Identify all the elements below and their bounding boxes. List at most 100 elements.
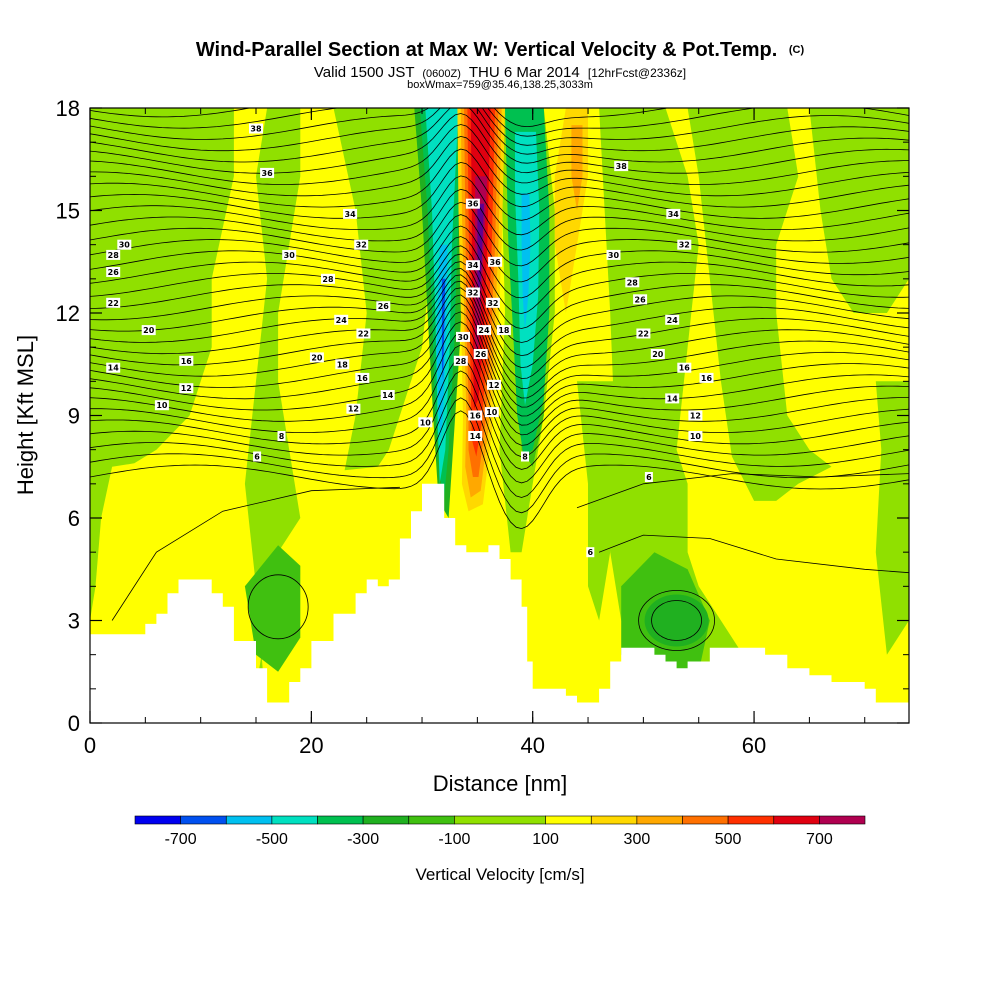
downdraft-moderate-2 bbox=[244, 545, 301, 672]
contour-label-box bbox=[465, 260, 480, 271]
theta-contour-30 bbox=[90, 108, 909, 164]
theta-contour-low-2 bbox=[598, 534, 909, 574]
colorbar-swatch bbox=[271, 815, 318, 825]
theta-contour-38 bbox=[90, 253, 909, 343]
contour-label: 16 bbox=[357, 374, 369, 383]
colorbar-swatch bbox=[362, 815, 410, 825]
theta-contour-10 bbox=[90, 225, 909, 299]
contour-label: 20 bbox=[311, 353, 323, 362]
theta-contour-34 bbox=[90, 267, 909, 369]
contour-label-box bbox=[106, 267, 121, 277]
downdraft-band-7 bbox=[809, 108, 909, 313]
contour-label: 10 bbox=[486, 408, 498, 417]
contour-label: 32 bbox=[356, 241, 367, 250]
contour-label-box bbox=[465, 287, 480, 298]
contour-label-box bbox=[260, 167, 275, 178]
contour-label: 20 bbox=[143, 326, 155, 335]
theta-contour-cell-outer bbox=[638, 590, 715, 651]
contour-label: 32 bbox=[467, 289, 478, 298]
theta-contour-20 bbox=[90, 161, 909, 221]
contour-label: 28 bbox=[627, 278, 639, 287]
x-axis-label: Distance [nm] bbox=[433, 771, 568, 796]
contour-label: 14 bbox=[470, 432, 482, 441]
contour-label-box bbox=[477, 325, 491, 336]
svg-text:Wind-Parallel Section at Max W: Wind-Parallel Section at Max W: Vertical… bbox=[196, 39, 805, 61]
contour-label: 34 bbox=[668, 210, 680, 219]
theta-contour-18 bbox=[90, 332, 909, 446]
contour-label: 36 bbox=[467, 200, 479, 209]
contour-label: 14 bbox=[108, 364, 120, 373]
colorbar-swatch bbox=[454, 815, 546, 825]
contour-label-box bbox=[380, 390, 395, 400]
x-tick-label: 0 bbox=[84, 733, 96, 758]
contour-label: 6 bbox=[646, 473, 652, 482]
theta-contour-6 bbox=[90, 245, 909, 329]
theta-contour-18 bbox=[90, 175, 909, 236]
contour-label-box bbox=[343, 208, 358, 219]
contour-label: 24 bbox=[478, 326, 490, 335]
forecast-info: [12hrFcst@2336z] bbox=[588, 66, 686, 80]
colorbar-label: 700 bbox=[806, 831, 833, 848]
contour-label-box bbox=[282, 249, 297, 260]
contour-label-box bbox=[335, 359, 350, 370]
theta-contour-38 bbox=[90, 108, 909, 128]
contour-label-box bbox=[346, 403, 361, 414]
theta-contour-24 bbox=[90, 135, 909, 197]
colorbar-swatch bbox=[408, 815, 455, 825]
theta-contour-22 bbox=[90, 311, 909, 426]
contour-label: 8 bbox=[279, 432, 285, 441]
colorbar-swatch bbox=[180, 815, 227, 825]
contour-label-box bbox=[418, 417, 433, 428]
colorbar: -700 -500 -300 -100 100 300 500 700 bbox=[134, 815, 866, 848]
theta-contour-8 bbox=[90, 236, 909, 314]
contour-label: 32 bbox=[679, 241, 690, 250]
contour-label-box bbox=[106, 362, 121, 373]
contour-label: 6 bbox=[254, 453, 260, 462]
contour-label-box bbox=[334, 314, 349, 325]
contour-label-box bbox=[485, 297, 500, 308]
contour-label: 26 bbox=[635, 295, 647, 304]
x-tick-label: 60 bbox=[742, 733, 766, 758]
contour-label: 24 bbox=[667, 316, 679, 325]
box-wmax-info: boxWmax=759@35.46,138.25,3033m bbox=[407, 79, 593, 91]
theta-contour-34 bbox=[90, 108, 909, 146]
contour-label: 10 bbox=[690, 432, 702, 441]
theta-contour-32 bbox=[90, 274, 909, 379]
contour-label-box bbox=[665, 314, 680, 325]
contour-label: 30 bbox=[119, 241, 131, 250]
contour-label-box bbox=[106, 297, 121, 308]
contour-label: 34 bbox=[467, 261, 479, 270]
colorbar-swatch bbox=[545, 815, 592, 825]
theta-contour-14 bbox=[90, 201, 909, 267]
theta-contour-10 bbox=[90, 383, 909, 498]
contour-label: 22 bbox=[358, 330, 369, 339]
colorbar-swatch bbox=[682, 815, 729, 825]
downdraft-plume-layer-5 bbox=[441, 278, 446, 382]
contour-label: 38 bbox=[616, 162, 628, 171]
contour-label: 16 bbox=[701, 374, 713, 383]
contour-label-box bbox=[636, 328, 651, 339]
colorbar-swatch bbox=[819, 815, 866, 825]
y-tick-label: 6 bbox=[68, 506, 80, 531]
contour-label-box bbox=[321, 273, 335, 284]
colorbar-label: -300 bbox=[347, 831, 379, 848]
contour-label: 36 bbox=[262, 169, 274, 178]
contour-label-box bbox=[606, 249, 621, 260]
theta-contour-low-1 bbox=[111, 486, 400, 621]
contour-label: 18 bbox=[498, 326, 510, 335]
theta-contour-28 bbox=[90, 287, 909, 399]
contour-label: 8 bbox=[522, 453, 528, 462]
contour-label-box bbox=[633, 294, 648, 305]
colorbar-swatch bbox=[727, 815, 774, 825]
contour-label-box bbox=[688, 410, 703, 421]
y-tick-label: 3 bbox=[68, 609, 80, 634]
contour-label: 12 bbox=[181, 384, 192, 393]
contour-label-box bbox=[488, 256, 503, 267]
colorbar-label: -700 bbox=[165, 831, 197, 848]
contour-label: 30 bbox=[457, 333, 469, 342]
theta-contour-28 bbox=[90, 113, 909, 174]
colorbar-label: 300 bbox=[624, 831, 651, 848]
contour-label-box bbox=[253, 451, 262, 462]
svg-text:Valid 1500 JST (0600Z): Valid 1500 JST (0600Z) THU 6 Mar 2014 [1… bbox=[314, 64, 686, 81]
